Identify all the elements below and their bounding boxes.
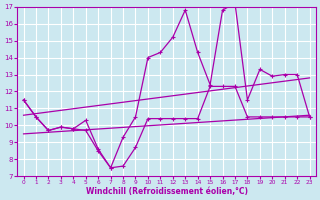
- X-axis label: Windchill (Refroidissement éolien,°C): Windchill (Refroidissement éolien,°C): [85, 187, 248, 196]
